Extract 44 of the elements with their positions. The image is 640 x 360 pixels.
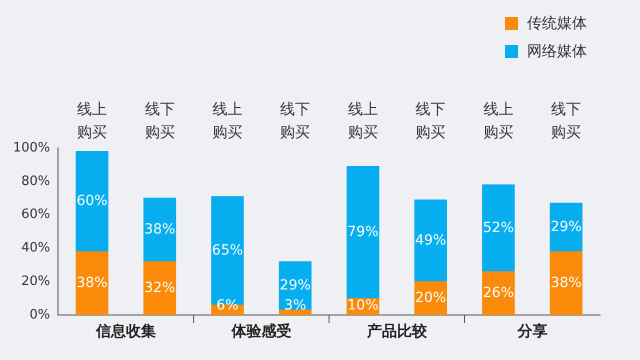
data-label: 79% [347, 224, 379, 240]
data-label: 52% [482, 220, 514, 236]
data-label: 26% [482, 284, 514, 301]
bar [76, 251, 108, 315]
y-tick-label: 80% [21, 174, 50, 189]
legend-label: 网络媒体 [527, 42, 587, 61]
data-label: 38% [144, 221, 176, 238]
data-label: 20% [415, 290, 446, 306]
data-label: 65% [212, 242, 244, 258]
bar [346, 166, 380, 299]
x-tick-label: 线上购买 [483, 100, 514, 141]
x-tick-label: 线下购买 [551, 100, 582, 141]
data-label: 10% [347, 298, 379, 314]
data-label: 29% [280, 277, 311, 294]
data-label: 3% [284, 298, 306, 314]
bar [482, 184, 515, 272]
bar [143, 198, 176, 262]
x-tick-label: 线上购买 [77, 100, 108, 141]
data-label: 38% [550, 274, 582, 291]
x-tick-label: 线上购买 [212, 100, 242, 141]
x-tick-label: 线下购买 [416, 100, 446, 141]
text: 产品比较 [366, 322, 428, 340]
bar [143, 261, 176, 315]
x-tick-label: 线上购买 [348, 100, 378, 141]
legend-label: 传统媒体 [527, 14, 587, 33]
y-tick-label: 0% [30, 307, 50, 322]
bar [278, 310, 312, 315]
y-tick-label: 20% [21, 274, 50, 289]
data-label: 49% [415, 232, 446, 248]
bar [414, 199, 448, 282]
data-label: 60% [76, 193, 108, 210]
data-label: 38% [76, 274, 108, 291]
text: 信息收集 [94, 322, 156, 340]
bar [550, 251, 582, 315]
y-tick-label: 100% [12, 140, 50, 156]
bar [76, 151, 108, 252]
x-tick-label: 线下购买 [144, 100, 175, 141]
y-tick-label: 60% [21, 207, 50, 222]
data-label: 29% [550, 218, 582, 235]
x-tick-label: 线下购买 [280, 100, 310, 141]
data-label: 32% [144, 280, 176, 296]
text: 分享 [516, 322, 548, 340]
y-tick-label: 40% [21, 240, 50, 256]
text: 体验感受 [230, 322, 292, 340]
